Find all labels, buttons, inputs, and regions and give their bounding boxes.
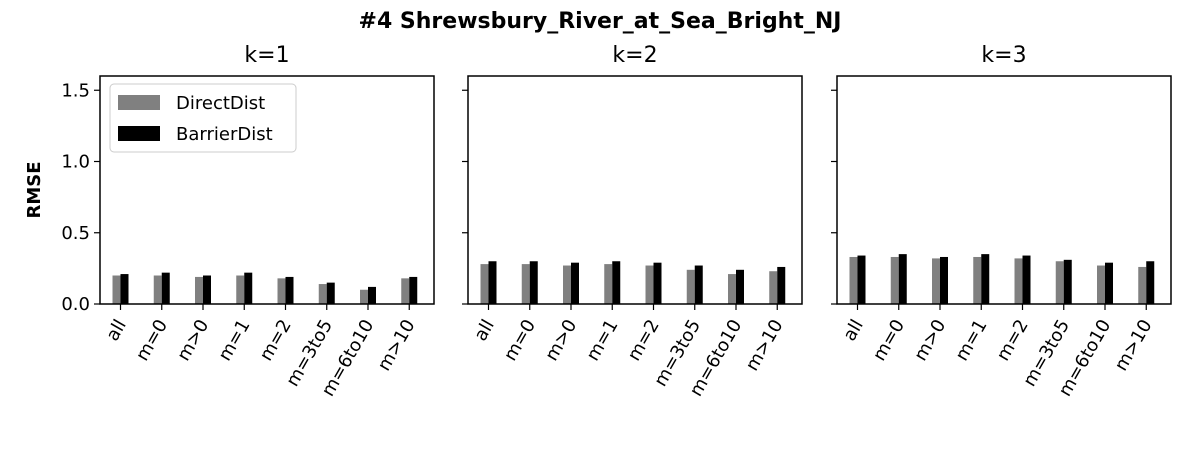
x-tick-label: m>0 [910, 316, 950, 365]
plot-frame [836, 75, 1172, 305]
bar-barrierdist-2 [571, 262, 579, 304]
bar-barrierdist-2 [940, 256, 948, 304]
bar-barrierdist-4 [285, 276, 294, 304]
y-tick-label: 1.5 [61, 80, 90, 101]
bar-directdist-5 [318, 284, 327, 304]
bar-directdist-6 [1097, 265, 1105, 304]
y-tick-label: 1.0 [61, 152, 90, 173]
legend-swatch-directdist [118, 95, 160, 110]
bar-directdist-7 [401, 278, 410, 304]
x-tick-label: m=0 [132, 316, 172, 365]
x-tick-label: m=2 [624, 316, 664, 365]
x-tick-label: all [102, 316, 131, 345]
bar-barrierdist-6 [736, 269, 744, 304]
panel-title: k=3 [981, 43, 1026, 68]
x-tick-label: m=0 [500, 316, 540, 365]
bar-directdist-7 [769, 271, 778, 304]
bar-barrierdist-3 [981, 254, 990, 304]
x-tick-label: m>10 [742, 316, 788, 375]
bar-directdist-7 [1138, 266, 1147, 304]
bar-barrierdist-3 [612, 261, 621, 304]
x-tick-label: m>0 [173, 316, 213, 365]
bar-directdist-2 [195, 276, 203, 304]
bar-directdist-1 [521, 264, 530, 304]
x-tick-label: m=1 [951, 316, 991, 365]
x-tick-label: m=1 [214, 316, 254, 365]
bar-barrierdist-7 [1146, 261, 1155, 304]
bar-directdist-2 [932, 258, 940, 304]
bar-barrierdist-3 [244, 272, 253, 304]
bar-directdist-5 [1055, 261, 1064, 304]
bar-barrierdist-0 [488, 261, 497, 304]
bar-directdist-1 [890, 256, 899, 304]
x-tick-label: m>10 [374, 316, 420, 375]
plot-frame [99, 75, 435, 305]
bar-barrierdist-1 [898, 254, 907, 304]
legend: DirectDist BarrierDist [109, 83, 297, 153]
bar-barrierdist-5 [326, 282, 335, 304]
x-tick-label: m=2 [256, 316, 296, 365]
bar-directdist-6 [360, 289, 368, 304]
bar-directdist-3 [236, 275, 245, 304]
bar-directdist-4 [1014, 258, 1023, 304]
bar-directdist-4 [277, 278, 286, 304]
figure-title: #4 Shrewsbury_River_at_Sea_Bright_NJ [359, 9, 842, 34]
bar-barrierdist-4 [1022, 255, 1031, 304]
legend-label-barrierdist: BarrierDist [176, 124, 273, 145]
bar-barrierdist-7 [777, 266, 786, 304]
panel-title: k=2 [612, 43, 657, 68]
bar-barrierdist-6 [368, 286, 376, 304]
bar-barrierdist-0 [120, 274, 129, 304]
bar-barrierdist-1 [529, 261, 538, 304]
bar-directdist-3 [973, 256, 982, 304]
y-tick-label: 0.0 [61, 294, 90, 315]
bar-directdist-3 [604, 264, 613, 304]
legend-swatch-barrierdist [118, 126, 160, 141]
y-axis-label: RMSE [24, 161, 45, 218]
bar-barrierdist-5 [694, 265, 703, 304]
plot-frame [467, 75, 803, 305]
bar-barrierdist-0 [857, 255, 866, 304]
bar-directdist-5 [686, 269, 695, 304]
panel-title: k=1 [244, 43, 289, 68]
bar-barrierdist-6 [1105, 262, 1113, 304]
x-tick-label: m>10 [1111, 316, 1157, 375]
bar-barrierdist-2 [203, 275, 211, 304]
bar-directdist-2 [563, 265, 571, 304]
x-tick-label: all [839, 316, 868, 345]
y-tick-label: 0.5 [61, 223, 90, 244]
bar-directdist-0 [849, 256, 858, 304]
legend-label-directdist: DirectDist [176, 93, 265, 114]
bar-barrierdist-1 [161, 272, 170, 304]
bar-barrierdist-4 [653, 262, 662, 304]
bar-directdist-1 [153, 275, 162, 304]
x-tick-label: m=2 [993, 316, 1033, 365]
bar-barrierdist-7 [409, 276, 418, 304]
bar-directdist-0 [480, 264, 489, 304]
x-tick-label: m>0 [541, 316, 581, 365]
x-tick-label: m=1 [582, 316, 622, 365]
x-tick-label: m=0 [869, 316, 909, 365]
bar-directdist-0 [112, 275, 121, 304]
bar-directdist-4 [645, 265, 654, 304]
bar-barrierdist-5 [1063, 259, 1072, 304]
bar-directdist-6 [728, 274, 736, 304]
x-tick-label: all [470, 316, 499, 345]
